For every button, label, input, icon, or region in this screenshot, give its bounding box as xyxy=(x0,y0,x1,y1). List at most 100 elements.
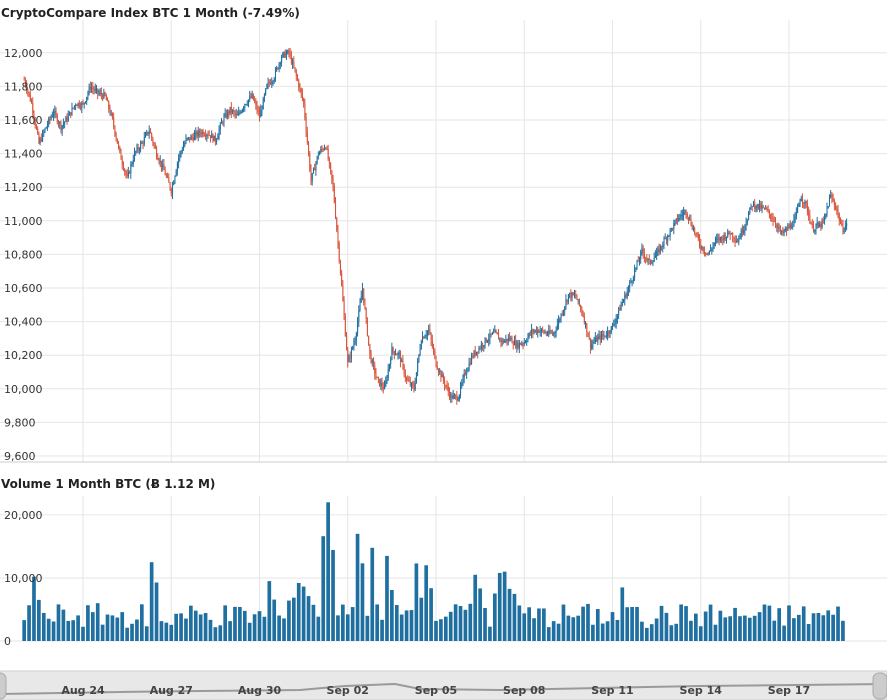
price-candle xyxy=(669,229,671,236)
volume-bar xyxy=(105,614,110,641)
price-candle xyxy=(29,94,31,102)
price-candle xyxy=(178,157,180,164)
volume-bar xyxy=(463,609,468,641)
price-candle xyxy=(663,238,665,246)
volume-y-ticks: 20,000 10,000 0 xyxy=(4,509,43,648)
price-candle xyxy=(831,195,833,199)
price-candle xyxy=(447,386,449,392)
price-candle xyxy=(386,378,388,381)
price-candle xyxy=(542,329,544,331)
price-candle xyxy=(806,204,808,213)
price-candle xyxy=(719,236,721,241)
price-candle xyxy=(400,353,402,363)
price-candle xyxy=(609,332,611,334)
price-candle xyxy=(137,147,139,150)
price-candle xyxy=(56,114,58,123)
price-candle xyxy=(371,360,373,363)
volume-bar xyxy=(453,604,458,641)
price-candle xyxy=(42,132,44,141)
price-candle xyxy=(545,332,547,335)
price-candle xyxy=(686,213,688,217)
price-candle xyxy=(404,374,406,378)
price-candle xyxy=(674,220,676,224)
price-candle xyxy=(238,112,240,116)
price-candle xyxy=(469,362,471,365)
price-candle xyxy=(271,82,273,85)
volume-bar xyxy=(649,624,654,641)
price-candle xyxy=(474,351,476,355)
price-candle xyxy=(429,329,431,334)
price-candle xyxy=(641,248,643,252)
price-candle xyxy=(35,125,37,129)
price-candle xyxy=(533,331,535,333)
price-candle xyxy=(257,110,259,112)
price-candle xyxy=(165,175,167,177)
volume-bar xyxy=(296,583,301,641)
volume-bar xyxy=(664,612,669,641)
price-candle xyxy=(119,146,121,151)
price-candle xyxy=(844,226,846,231)
price-candle xyxy=(799,201,801,204)
price-candle xyxy=(196,131,198,137)
volume-bar xyxy=(218,625,223,641)
volume-bar xyxy=(458,605,463,641)
price-candle xyxy=(194,134,196,141)
price-candle xyxy=(650,259,652,263)
price-candle xyxy=(141,142,143,144)
volume-bar xyxy=(654,618,659,641)
price-candle xyxy=(578,299,580,306)
price-candle xyxy=(430,333,432,341)
price-candle xyxy=(109,108,111,114)
price-candle xyxy=(379,378,381,386)
price-candle xyxy=(283,51,285,54)
price-candle xyxy=(385,380,387,386)
price-candle xyxy=(695,233,697,235)
volume-bar xyxy=(684,606,688,641)
price-candle xyxy=(195,131,197,135)
volume-bar xyxy=(350,607,355,641)
price-candle xyxy=(811,224,813,226)
x-axis-date-label: Aug 30 xyxy=(238,684,282,697)
price-y-tick: 10,200 xyxy=(4,349,43,362)
volume-chart-title: Volume 1 Month BTC (Ƀ 1.12 M) xyxy=(1,477,215,491)
price-candle xyxy=(186,138,188,140)
volume-bar xyxy=(733,607,737,641)
price-candle xyxy=(158,159,160,162)
price-candle xyxy=(842,225,844,232)
price-candle xyxy=(724,235,726,240)
price-candle xyxy=(352,347,354,349)
price-candle xyxy=(130,164,132,174)
volume-bar xyxy=(125,627,129,641)
volume-y-tick: 20,000 xyxy=(4,509,43,522)
price-candle xyxy=(300,88,302,93)
volume-bar xyxy=(483,607,487,641)
price-candle xyxy=(317,155,319,157)
price-candle xyxy=(97,88,99,94)
price-candle xyxy=(424,336,426,339)
price-candle xyxy=(75,105,77,107)
price-candle xyxy=(748,213,750,220)
volume-bar xyxy=(635,606,639,641)
price-candle xyxy=(798,203,800,207)
price-candle xyxy=(460,385,462,395)
price-candle xyxy=(540,329,542,332)
volume-bar xyxy=(527,607,531,641)
price-candle xyxy=(701,246,703,249)
navigator[interactable] xyxy=(0,670,887,700)
price-candle xyxy=(625,294,627,298)
price-candle xyxy=(192,137,194,141)
volume-bar xyxy=(390,589,394,641)
price-candle xyxy=(597,337,599,342)
price-candle xyxy=(254,99,256,103)
volume-bar xyxy=(448,611,453,641)
volume-bar xyxy=(620,587,625,641)
price-candle xyxy=(697,234,699,239)
price-candle xyxy=(326,148,328,150)
price-candle xyxy=(729,233,731,235)
price-candle xyxy=(205,135,207,137)
price-candle xyxy=(683,212,685,216)
price-candle xyxy=(569,292,571,295)
price-candle xyxy=(586,323,588,333)
price-candle xyxy=(143,137,145,144)
price-candle xyxy=(708,250,710,255)
